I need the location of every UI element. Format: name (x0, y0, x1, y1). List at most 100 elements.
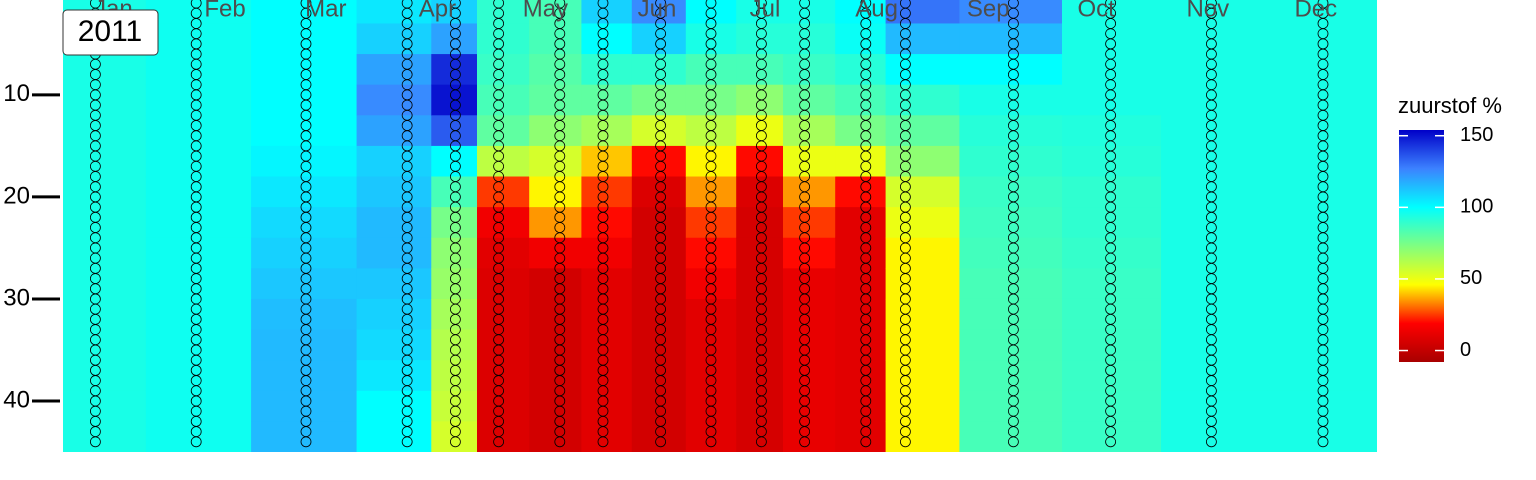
heat-cell (885, 298, 960, 331)
heat-cell (63, 115, 147, 147)
heat-cell (685, 0, 737, 24)
heat-cell (477, 207, 530, 239)
colorbar (1399, 130, 1444, 362)
heat-cell (356, 390, 432, 422)
heat-cell (885, 23, 960, 55)
heat-cell (529, 390, 582, 422)
heat-cell (477, 390, 530, 422)
x-tick-label: Nov (1186, 0, 1229, 22)
heat-cell (529, 176, 582, 208)
y-tick-label: 10 (3, 80, 30, 107)
heat-cell (581, 23, 633, 55)
heat-cell (145, 421, 252, 452)
heat-cell (1161, 145, 1268, 178)
heat-cell (529, 268, 582, 300)
heat-cell (1161, 176, 1268, 208)
heat-cell (63, 176, 147, 208)
heat-cell (581, 0, 633, 24)
heat-cell (477, 421, 530, 452)
heat-cell (477, 23, 530, 55)
heat-cell (1161, 207, 1268, 239)
sample-point (597, 436, 609, 448)
heat-cell (581, 268, 633, 300)
heat-cell (783, 390, 836, 422)
heat-cell (477, 329, 530, 361)
heat-cell (783, 84, 836, 116)
heat-cell (529, 145, 582, 178)
heat-cell (356, 360, 432, 392)
sample-point (190, 436, 202, 448)
heat-cell (783, 329, 836, 361)
heat-cell (477, 115, 530, 147)
heat-cell (783, 54, 836, 86)
heat-cell (783, 360, 836, 392)
heat-cell (835, 237, 887, 269)
heat-cell (581, 115, 633, 147)
heat-cell (885, 84, 960, 116)
x-tick-label: Jun (638, 0, 677, 22)
heat-cell (356, 176, 432, 208)
heat-cell (885, 360, 960, 392)
sample-point (90, 436, 101, 448)
heat-cell (529, 84, 582, 116)
heat-cell (783, 298, 836, 331)
sample-point (449, 436, 461, 448)
heat-cell (885, 176, 960, 208)
heat-cell (251, 421, 358, 452)
heat-cell (356, 54, 432, 86)
heat-cell (1161, 84, 1268, 116)
heat-cell (835, 360, 887, 392)
heat-cell (835, 329, 887, 361)
legend: 0 50 100 150 (1399, 124, 1493, 362)
sample-point (1105, 436, 1116, 448)
heat-cell (1161, 54, 1268, 86)
heat-cell (63, 421, 147, 452)
heat-cell (477, 54, 530, 86)
sample-point (401, 436, 413, 448)
panel-label-box (62, 9, 159, 56)
x-tick-label: Aug (855, 0, 898, 22)
heat-cell (783, 237, 836, 269)
heat-cell (356, 207, 432, 239)
heat-cell (63, 84, 147, 116)
heat-cell (1062, 0, 1162, 24)
heat-cell (783, 145, 836, 178)
heat-cell (1267, 0, 1377, 24)
heat-cell (356, 84, 432, 116)
heat-cell (1161, 298, 1268, 331)
heat-cell (356, 145, 432, 178)
sample-points (90, 0, 1329, 448)
heat-cell (1161, 23, 1268, 55)
sample-point (1206, 436, 1217, 448)
heat-cell (356, 329, 432, 361)
heat-cell (835, 207, 887, 239)
heat-cell (477, 360, 530, 392)
x-tick-label: Oct (1078, 0, 1116, 22)
panel-label: 2011 (78, 15, 143, 48)
heat-cell (835, 54, 887, 86)
heat-cell (529, 0, 582, 24)
sample-point (655, 436, 666, 448)
x-tick-label: Jul (750, 0, 781, 22)
heat-cell (835, 421, 887, 452)
heat-cell (581, 390, 633, 422)
heat-cell (477, 268, 530, 300)
heat-cell (63, 268, 147, 300)
heat-cell (356, 268, 432, 300)
y-tick-label: 40 (3, 386, 30, 413)
heat-cell (356, 0, 432, 24)
heat-cell (783, 207, 836, 239)
heat-cell (1161, 115, 1268, 147)
heat-cell (529, 329, 582, 361)
heat-cell (431, 0, 478, 24)
heat-cell (736, 0, 784, 24)
heat-cell (885, 115, 960, 147)
heat-cell (529, 421, 582, 452)
heat-cell (835, 176, 887, 208)
heat-cell (835, 390, 887, 422)
heat-cell (477, 237, 530, 269)
colorbar-label: 0 (1460, 339, 1471, 361)
heat-cell (529, 298, 582, 331)
sample-point (554, 436, 566, 448)
